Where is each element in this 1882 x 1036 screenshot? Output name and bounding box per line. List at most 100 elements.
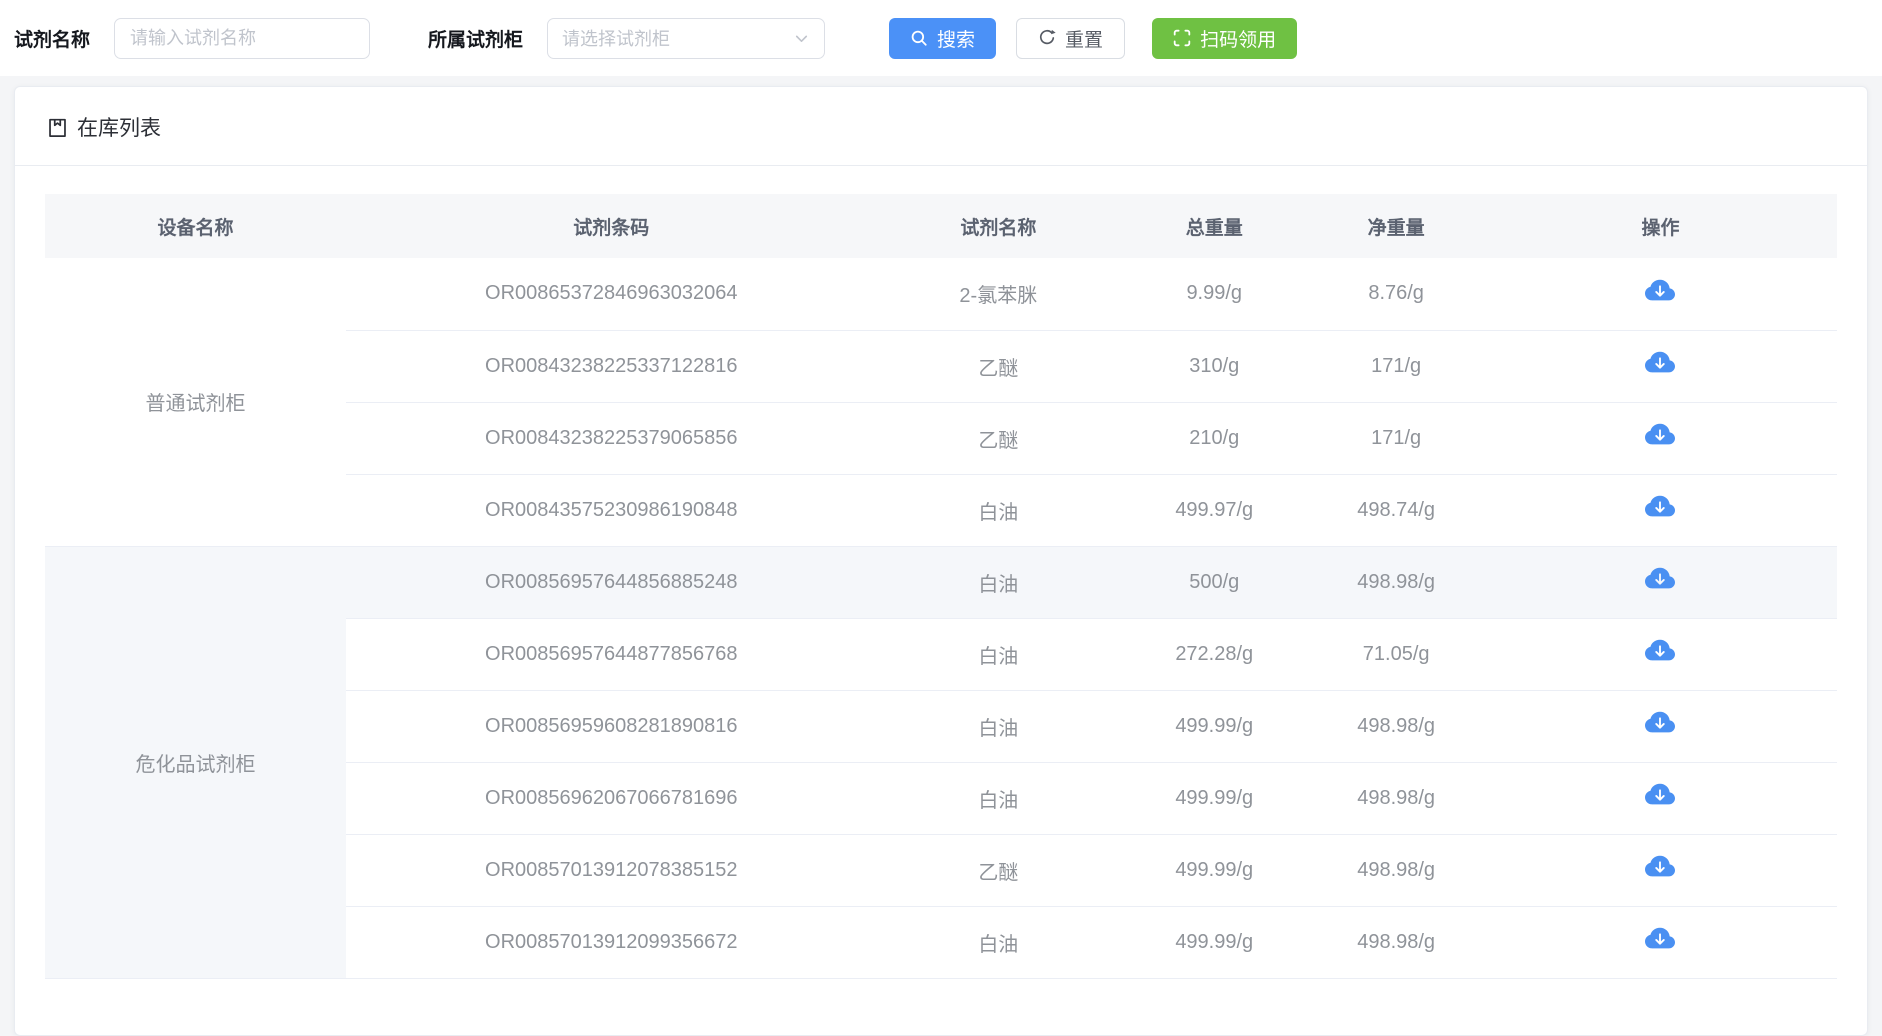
table-row: OR00857013912099356672 白油 499.99/g 498.98/g bbox=[45, 906, 1837, 979]
table-row: OR00856962067066781696 白油 499.99/g 498.98/g bbox=[45, 762, 1837, 835]
cloud-download-icon[interactable] bbox=[1645, 924, 1676, 954]
table-row: OR00856957644877856768 白油 272.28/g 71.05/g bbox=[45, 618, 1837, 691]
net-weight-cell: 498.74/g bbox=[1308, 474, 1484, 547]
total-weight-cell: 499.99/g bbox=[1120, 690, 1309, 763]
in-stock-card: 在库列表 设备名称 试剂条码 试剂名称 总重量 净重量 操作 bbox=[14, 86, 1868, 1036]
card-header: 在库列表 bbox=[15, 87, 1867, 166]
net-weight-cell: 8.76/g bbox=[1308, 258, 1484, 331]
col-reagent-name: 试剂名称 bbox=[876, 194, 1121, 258]
reagent-name-cell: 2-氯苯脒 bbox=[876, 258, 1121, 331]
cloud-download-icon[interactable] bbox=[1645, 420, 1676, 450]
total-weight-cell: 310/g bbox=[1120, 330, 1309, 403]
operation-cell bbox=[1483, 402, 1837, 475]
net-weight-cell: 498.98/g bbox=[1308, 546, 1484, 619]
cloud-download-icon[interactable] bbox=[1645, 852, 1676, 882]
table-row: 危化品试剂柜 OR00856957644856885248 白油 500/g 498.9… bbox=[45, 546, 1837, 979]
operation-cell bbox=[1483, 474, 1837, 547]
col-barcode: 试剂条码 bbox=[346, 194, 877, 258]
operation-cell bbox=[1483, 618, 1837, 691]
operation-cell bbox=[1483, 762, 1837, 835]
reagent-name-input[interactable] bbox=[114, 17, 371, 59]
cabinet-label: 所属试剂柜 bbox=[428, 29, 524, 51]
reagent-name-cell: 白油 bbox=[876, 546, 1121, 619]
reagent-name-cell: 乙醚 bbox=[876, 834, 1121, 907]
barcode-cell: OR00856957644856885248 bbox=[346, 546, 877, 619]
search-button-label: 搜索 bbox=[937, 29, 976, 51]
col-net-weight: 净重量 bbox=[1308, 194, 1484, 258]
barcode-cell: OR00857013912099356672 bbox=[346, 906, 877, 979]
reset-button[interactable]: 重置 bbox=[1016, 17, 1126, 59]
table-body: 普通试剂柜 OR00865372846963032064 2-氯苯脒 9.99/g 8.… bbox=[45, 258, 1837, 979]
table-header-row: 设备名称 试剂条码 试剂名称 总重量 净重量 操作 bbox=[45, 194, 1837, 258]
cabinet-select[interactable]: 请选择试剂柜 bbox=[547, 17, 826, 59]
table-row: 普通试剂柜 OR00865372846963032064 2-氯苯脒 9.99/g 8.… bbox=[45, 258, 1837, 547]
cabinet-select-placeholder: 请选择试剂柜 bbox=[562, 29, 671, 49]
barcode-cell: OR00843238225379065856 bbox=[346, 402, 877, 475]
operation-cell bbox=[1483, 690, 1837, 763]
reagent-name-cell: 乙醚 bbox=[876, 330, 1121, 403]
net-weight-cell: 498.98/g bbox=[1308, 906, 1484, 979]
in-stock-table: 设备名称 试剂条码 试剂名称 总重量 净重量 操作 普通试剂柜 OR0086537… bbox=[45, 194, 1837, 979]
table-row: OR00856959608281890816 白油 499.99/g 498.98/g bbox=[45, 690, 1837, 763]
device-group-cell: 危化品试剂柜 bbox=[45, 546, 347, 979]
total-weight-cell: 499.99/g bbox=[1120, 906, 1309, 979]
total-weight-cell: 210/g bbox=[1120, 402, 1309, 475]
table-row: OR00843238225337122816 乙醚 310/g 171/g bbox=[45, 330, 1837, 403]
net-weight-cell: 498.98/g bbox=[1308, 834, 1484, 907]
scan-frame-icon bbox=[1173, 29, 1191, 47]
col-device-name: 设备名称 bbox=[45, 194, 347, 258]
total-weight-cell: 499.97/g bbox=[1120, 474, 1309, 547]
operation-cell bbox=[1483, 906, 1837, 979]
search-button[interactable]: 搜索 bbox=[889, 17, 997, 59]
reset-button-label: 重置 bbox=[1065, 29, 1104, 51]
barcode-cell: OR00856959608281890816 bbox=[346, 690, 877, 763]
table-row: OR00843575230986190848 白油 499.97/g 498.74/g bbox=[45, 474, 1837, 547]
cloud-download-icon[interactable] bbox=[1645, 276, 1676, 306]
card-title: 在库列表 bbox=[77, 117, 161, 140]
table-row: OR00857013912078385152 乙醚 499.99/g 498.98/g bbox=[45, 834, 1837, 907]
in-stock-table-wrap: 设备名称 试剂条码 试剂名称 总重量 净重量 操作 普通试剂柜 OR0086537… bbox=[15, 166, 1867, 979]
barcode-cell: OR00865372846963032064 bbox=[346, 258, 877, 331]
barcode-cell: OR00856962067066781696 bbox=[346, 762, 877, 835]
cloud-download-icon[interactable] bbox=[1645, 492, 1676, 522]
operation-cell bbox=[1483, 258, 1837, 331]
net-weight-cell: 171/g bbox=[1308, 330, 1484, 403]
net-weight-cell: 171/g bbox=[1308, 402, 1484, 475]
operation-cell bbox=[1483, 330, 1837, 403]
cloud-download-icon[interactable] bbox=[1645, 780, 1676, 810]
col-total-weight: 总重量 bbox=[1120, 194, 1309, 258]
notebook-icon bbox=[46, 116, 69, 139]
total-weight-cell: 499.99/g bbox=[1120, 834, 1309, 907]
cloud-download-icon[interactable] bbox=[1645, 636, 1676, 666]
net-weight-cell: 498.98/g bbox=[1308, 690, 1484, 763]
cloud-download-icon[interactable] bbox=[1645, 348, 1676, 378]
total-weight-cell: 499.99/g bbox=[1120, 762, 1309, 835]
scan-claim-button-label: 扫码领用 bbox=[1200, 29, 1277, 51]
reagent-name-cell: 白油 bbox=[876, 474, 1121, 547]
refresh-icon bbox=[1038, 29, 1056, 47]
reagent-name-label: 试剂名称 bbox=[14, 29, 91, 51]
scan-claim-button[interactable]: 扫码领用 bbox=[1152, 17, 1298, 59]
barcode-cell: OR00856957644877856768 bbox=[346, 618, 877, 691]
filter-bar: 试剂名称 所属试剂柜 请选择试剂柜 搜索 重置 bbox=[0, 0, 1882, 76]
reagent-name-cell: 白油 bbox=[876, 690, 1121, 763]
barcode-cell: OR00843238225337122816 bbox=[346, 330, 877, 403]
net-weight-cell: 498.98/g bbox=[1308, 762, 1484, 835]
reagent-name-cell: 白油 bbox=[876, 906, 1121, 979]
total-weight-cell: 272.28/g bbox=[1120, 618, 1309, 691]
col-operation: 操作 bbox=[1483, 194, 1837, 258]
device-group-cell: 普通试剂柜 bbox=[45, 258, 347, 547]
table-row: OR00843238225379065856 乙醚 210/g 171/g bbox=[45, 402, 1837, 475]
operation-cell bbox=[1483, 546, 1837, 619]
reagent-name-cell: 白油 bbox=[876, 762, 1121, 835]
total-weight-cell: 500/g bbox=[1120, 546, 1309, 619]
operation-cell bbox=[1483, 834, 1837, 907]
cloud-download-icon[interactable] bbox=[1645, 564, 1676, 594]
barcode-cell: OR00857013912078385152 bbox=[346, 834, 877, 907]
chevron-down-icon bbox=[793, 30, 810, 47]
search-icon bbox=[910, 29, 928, 47]
cloud-download-icon[interactable] bbox=[1645, 708, 1676, 738]
total-weight-cell: 9.99/g bbox=[1120, 258, 1309, 331]
barcode-cell: OR00843575230986190848 bbox=[346, 474, 877, 547]
